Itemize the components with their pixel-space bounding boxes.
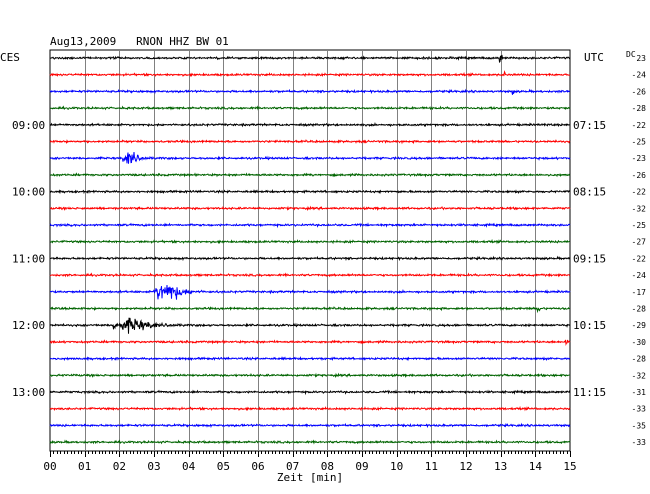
- dc-offset-label: -30: [632, 338, 647, 347]
- trace-19: [49, 372, 571, 379]
- trace-11: [49, 238, 571, 245]
- right-time-label: 09:15: [573, 252, 606, 265]
- trace-23: [49, 439, 571, 445]
- dc-offset-label: -33: [632, 438, 647, 447]
- right-time-label: 07:15: [573, 119, 606, 132]
- dc-offset-label: -22: [632, 121, 647, 130]
- dc-offset-label: -25: [632, 138, 647, 147]
- right-time-label: 11:15: [573, 386, 606, 399]
- x-tick-label: 14: [529, 460, 543, 473]
- x-tick-label: 10: [390, 460, 403, 473]
- x-tick-label: 05: [217, 460, 230, 473]
- trace-2: [49, 88, 571, 95]
- dc-offset-label: -22: [632, 254, 647, 263]
- dc-offset-label: -32: [632, 204, 647, 213]
- dc-offset-label: -26: [632, 87, 647, 96]
- dc-offset-label: -28: [632, 355, 647, 364]
- x-tick-label: 07: [286, 460, 299, 473]
- dc-offset-label: -26: [632, 171, 647, 180]
- trace-22: [49, 422, 571, 429]
- x-tick-label: 03: [147, 460, 160, 473]
- dc-offset-label: -17: [632, 288, 647, 297]
- dc-offset-label: -25: [632, 221, 647, 230]
- trace-0: [49, 54, 571, 64]
- x-tick-label: 01: [78, 460, 91, 473]
- x-tick-label: 08: [321, 460, 334, 473]
- right-time-label: 10:15: [573, 319, 606, 332]
- trace-6: [49, 152, 571, 164]
- x-tick-label: 02: [113, 460, 126, 473]
- left-time-label: 10:00: [12, 186, 45, 199]
- dc-offset-label: -32: [632, 371, 647, 380]
- dc-offset-label: -28: [632, 104, 647, 113]
- x-tick-label: 09: [355, 460, 368, 473]
- x-tick-label: 00: [43, 460, 56, 473]
- trace-17: [49, 339, 571, 347]
- dc-offset-label: -24: [632, 271, 647, 280]
- dc-offset-label: 23: [636, 54, 646, 63]
- dc-offset-label: -31: [632, 388, 647, 397]
- left-time-label: 12:00: [12, 319, 45, 332]
- dc-offset-label: -29: [632, 321, 647, 330]
- trace-7: [49, 172, 571, 178]
- trace-15: [49, 306, 571, 314]
- left-axis-label: CES: [0, 51, 20, 64]
- trace-16: [49, 317, 571, 334]
- dc-offset-label: -22: [632, 188, 647, 197]
- right-axis-label: UTC: [584, 51, 604, 64]
- trace-12: [49, 255, 571, 262]
- trace-21: [49, 405, 571, 412]
- chart-title: Aug13,2009 RNON HHZ BW 01: [50, 35, 229, 48]
- dc-offset-label: -23: [632, 154, 647, 163]
- trace-9: [49, 205, 571, 212]
- x-tick-label: 13: [494, 460, 507, 473]
- x-tick-label: 06: [251, 460, 264, 473]
- time-labels: 09:00 10:00 11:00 12:00 13:00 07:15 08:15 09:15…: [12, 54, 646, 447]
- trace-group: [49, 54, 571, 445]
- trace-13: [49, 272, 571, 278]
- trace-14: [49, 285, 571, 300]
- trace-3: [49, 105, 571, 111]
- dc-offset-label: -28: [632, 305, 647, 314]
- trace-8: [49, 189, 571, 195]
- trace-10: [49, 222, 571, 229]
- dc-offset-label: -27: [632, 238, 647, 247]
- x-axis-label: Zeit [min]: [277, 471, 343, 484]
- x-tick-label: 15: [563, 460, 576, 473]
- left-time-label: 09:00: [12, 119, 45, 132]
- x-tick-label: 12: [459, 460, 472, 473]
- dc-offset-label: -35: [632, 421, 647, 430]
- left-time-label: 13:00: [12, 386, 45, 399]
- dc-label: DC: [626, 50, 636, 59]
- grid-lines: [49, 49, 571, 452]
- dc-offset-label: -33: [632, 405, 647, 414]
- trace-20: [49, 389, 571, 396]
- x-tick-label: 11: [425, 460, 438, 473]
- trace-1: [49, 70, 571, 78]
- left-time-label: 11:00: [12, 252, 45, 265]
- trace-5: [49, 139, 571, 145]
- x-tick-label: 04: [182, 460, 196, 473]
- dc-offset-label: -24: [632, 71, 647, 80]
- x-axis: 00 01 02 03 04 05 06 07 08 09 10 11 12 13 14 15: [43, 451, 577, 473]
- trace-18: [49, 356, 571, 362]
- trace-4: [49, 122, 571, 128]
- right-time-label: 08:15: [573, 186, 606, 199]
